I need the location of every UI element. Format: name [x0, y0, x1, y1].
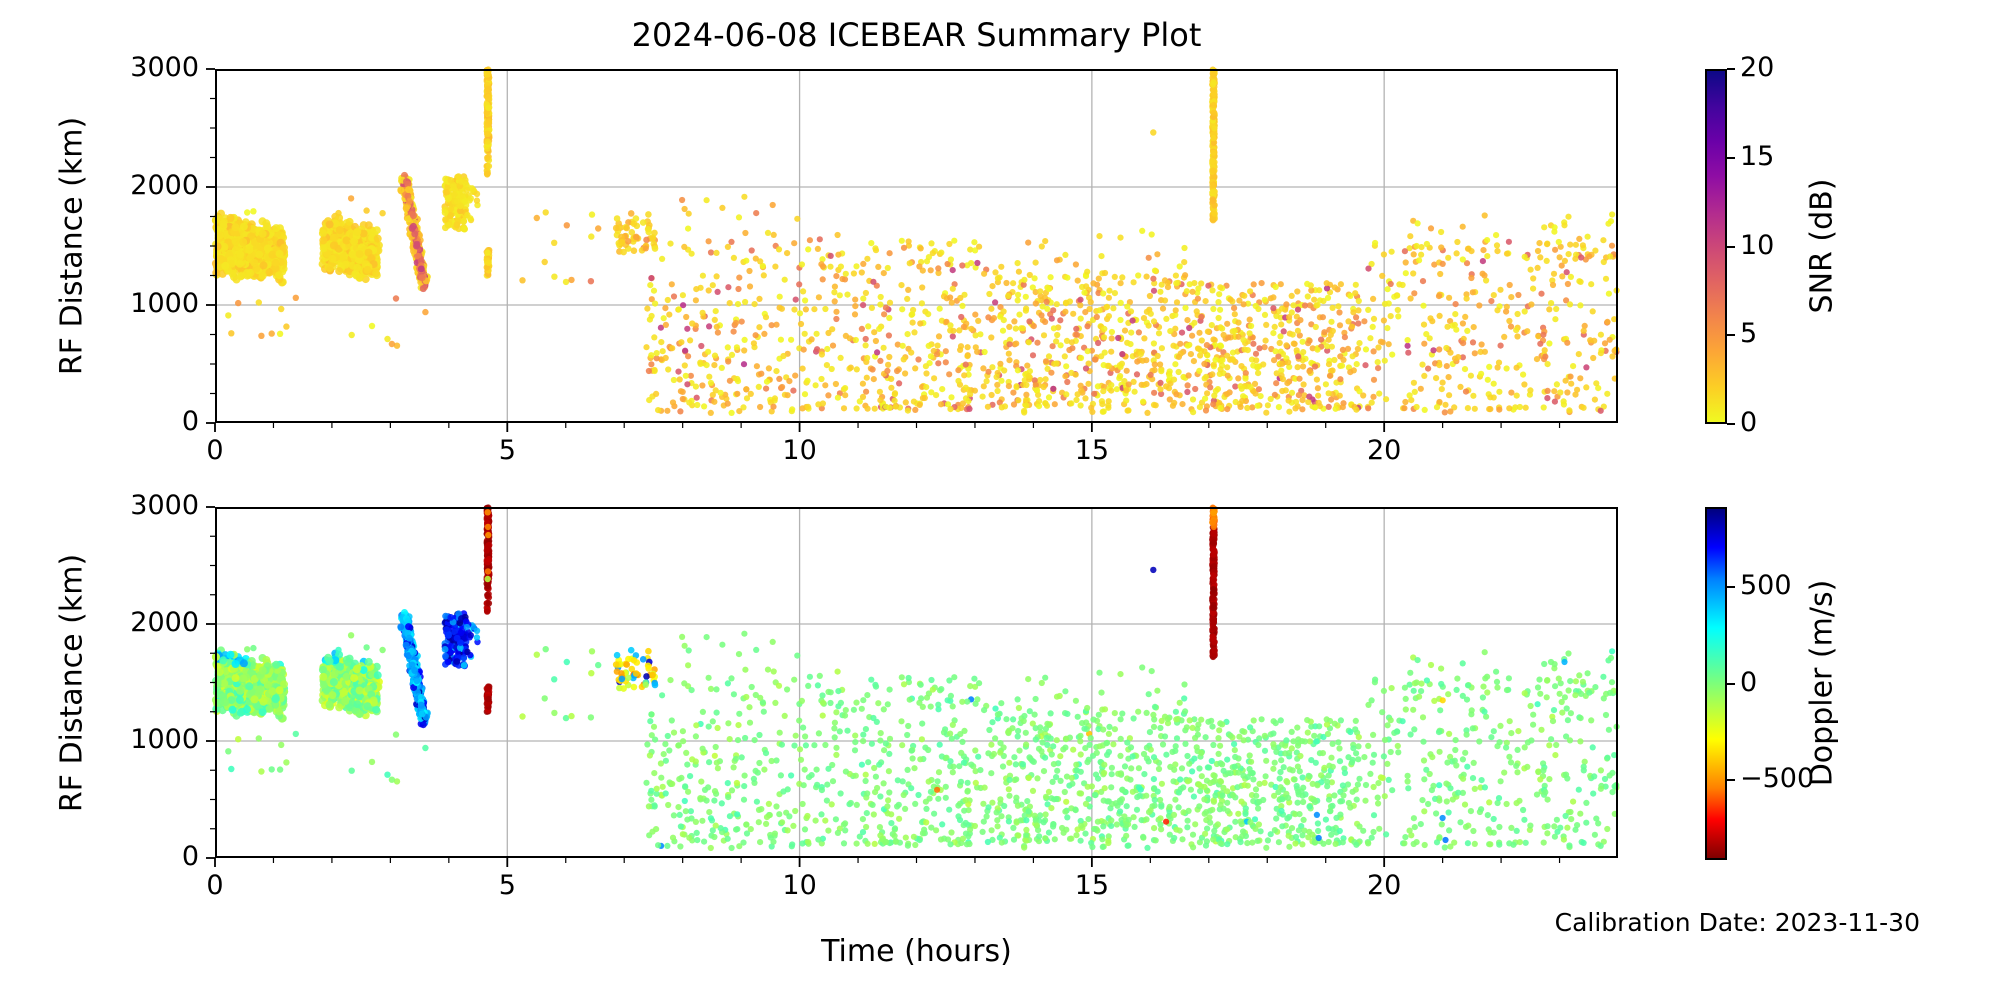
- colorbar-tick-label: 0: [1740, 666, 1758, 698]
- colorbar-tick: [1727, 682, 1735, 685]
- y-tick-label: 3000: [130, 52, 199, 83]
- colorbar-tick-label: −500: [1740, 763, 1815, 795]
- colorbar-tick: [1727, 68, 1735, 70]
- x-tick-label: 0: [206, 435, 224, 466]
- colorbar-tick: [1727, 585, 1735, 588]
- colorbar-tick: [1727, 334, 1735, 337]
- x-tick-label: 15: [1074, 870, 1110, 901]
- y-tick-label: 3000: [130, 490, 199, 521]
- x-tick-label: 15: [1074, 435, 1110, 466]
- x-tick-label: 5: [498, 435, 516, 466]
- y-tick-label: 1000: [130, 724, 199, 755]
- colorbar-tick: [1727, 245, 1735, 248]
- calibration-date-text: Calibration Date: 2023-11-30: [1554, 908, 1920, 937]
- x-tick-label: 0: [206, 870, 224, 901]
- x-tick-label: 10: [782, 870, 817, 901]
- colorbar-tick: [1727, 156, 1735, 159]
- y-tick-label: 2000: [130, 607, 199, 638]
- y-axis-label-bottom: RF Distance (km): [54, 553, 90, 813]
- colorbar-tick-label: 20: [1740, 52, 1775, 83]
- snr-scatter-panel: [206, 66, 1620, 432]
- y-tick-label: 0: [181, 841, 199, 872]
- snr-colorbar-label: SNR (dB): [1804, 178, 1840, 314]
- x-tick-label: 10: [782, 435, 817, 466]
- x-tick-label: 20: [1366, 435, 1402, 466]
- figure-title: 2024-06-08 ICEBEAR Summary Plot: [631, 16, 1202, 54]
- doppler-colorbar: [1705, 507, 1727, 860]
- colorbar-tick-label: 10: [1740, 229, 1775, 261]
- colorbar-tick: [1727, 423, 1735, 425]
- x-axis-label: Time (hours): [821, 934, 1012, 969]
- y-axis-label-top: RF Distance (km): [54, 116, 90, 376]
- colorbar-tick: [1727, 779, 1735, 782]
- colorbar-tick-label: 15: [1740, 140, 1775, 172]
- x-tick-label: 20: [1366, 870, 1402, 901]
- doppler-colorbar-label: Doppler (m/s): [1804, 579, 1840, 787]
- y-tick-label: 1000: [130, 288, 199, 319]
- colorbar-tick-label: 5: [1740, 318, 1758, 350]
- y-tick-label: 0: [181, 406, 199, 437]
- colorbar-tick-label: 500: [1740, 569, 1792, 601]
- doppler-scatter-panel: [206, 504, 1620, 867]
- y-tick-label: 2000: [130, 170, 199, 201]
- x-tick-label: 5: [498, 870, 516, 901]
- snr-colorbar: [1705, 69, 1727, 424]
- colorbar-tick-label: 0: [1740, 407, 1758, 438]
